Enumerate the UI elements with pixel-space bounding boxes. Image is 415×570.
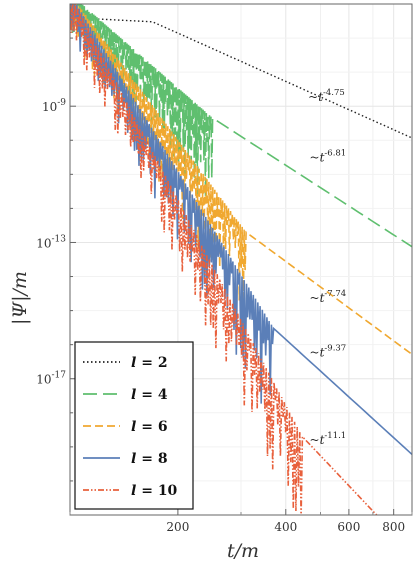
power-law-label: ~t-4.75 (308, 88, 345, 104)
series-2 (70, 16, 412, 139)
x-tick-label: 800 (382, 520, 405, 534)
series-layer (70, 4, 412, 515)
x-axis-title: t/m (227, 540, 259, 562)
y-tick-label: 10-13 (36, 234, 66, 250)
power-law-label: ~t-9.37 (310, 343, 347, 359)
series-10 (70, 4, 378, 515)
x-tick-label: 200 (166, 520, 189, 534)
y-tick-label: 10-9 (42, 98, 66, 114)
power-law-label: ~t-6.81 (310, 148, 347, 164)
legend-label: l = 10 (131, 483, 178, 499)
legend-label: l = 2 (131, 355, 168, 371)
x-tick-label: 600 (337, 520, 360, 534)
legend-box (74, 341, 194, 510)
x-tick-label: 400 (274, 520, 297, 534)
y-tick-label: 10-17 (36, 371, 66, 387)
ticks: 200 400 600 800 10-9 10-13 10-17 (36, 3, 413, 534)
series-line-2 (70, 16, 412, 139)
power-law-labels: ~t-4.75 ~t-6.81 ~t-7.74 ~t-9.37 ~t-11.1 (308, 88, 346, 447)
y-axis-title: |Ψ|/m (9, 271, 31, 325)
legend-label: l = 8 (131, 451, 168, 467)
legend-label: l = 6 (131, 419, 168, 435)
series-line-10 (70, 4, 378, 515)
power-law-label: ~t-11.1 (310, 431, 347, 447)
legend-label: l = 4 (131, 387, 168, 403)
power-law-label: ~t-7.74 (310, 289, 347, 305)
legend: l = 2 l = 4 l = 6 l = 8 l = 10 (74, 341, 194, 510)
